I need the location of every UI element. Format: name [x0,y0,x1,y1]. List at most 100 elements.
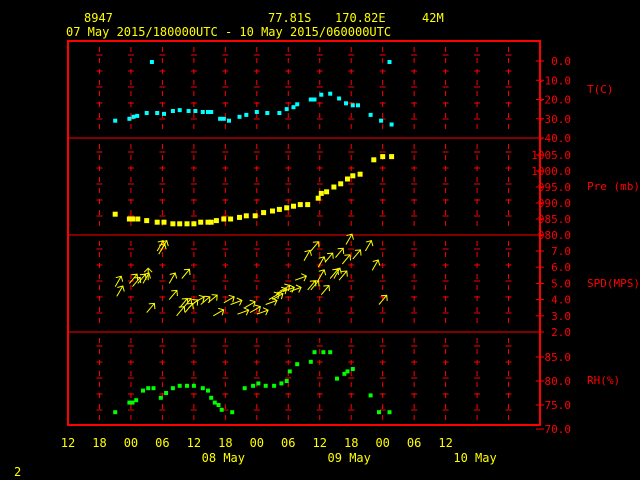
temperature-point [155,111,160,115]
pressure-point [338,181,344,187]
temperature-point [277,111,282,115]
pressure-point [276,206,282,212]
temperature-point [295,102,300,107]
temperature-point [206,110,210,114]
wind-arrow-shaft [378,294,388,305]
temperature-point [221,116,226,121]
wind-arrow-head [301,273,308,282]
wind-arrow-shaft [329,268,339,279]
wind-arrow-head [318,269,327,276]
y-tick-label: 985.0 [538,213,571,226]
temperature-point [368,112,373,117]
temperature-point [254,110,259,114]
wind-arrow-shaft [249,306,261,314]
y-tick-label: -10.0 [538,74,571,87]
wind-arrow-head [295,284,302,293]
humidity-point [170,386,175,391]
humidity-point [263,383,268,388]
pressure-point [371,157,377,163]
wind-arrow [371,259,381,271]
wind-arrow-head [334,267,342,274]
x-tick-label: 12 [438,436,452,450]
humidity-point [130,400,135,405]
data-layer [112,60,395,415]
wind-arrow-head [372,259,381,266]
temperature-point [387,60,392,64]
wind-arrow-head [262,307,269,316]
wind-arrow-head [243,307,250,316]
wind-arrow [275,286,288,296]
wind-arrow-head [148,302,156,310]
wind-arrow [352,249,362,260]
wind-arrow [329,268,339,279]
wind-arrow [335,247,345,258]
y-tick-label: 4.0 [551,294,571,307]
humidity-point [368,393,373,398]
temperature-point [144,111,149,115]
wind-arrow [143,267,153,281]
humidity-point [342,371,347,376]
humidity-point [146,386,151,391]
temperature-point [162,111,166,116]
wind-arrow-shaft [200,296,211,305]
wind-arrow-shaft [132,277,141,287]
humidity-point [256,381,261,386]
y-tick-label: 3.0 [551,310,571,323]
humidity-point [279,381,284,386]
wind-arrow [237,307,250,316]
humidity-point [177,383,182,388]
pressure-point [350,173,356,179]
wind-arrow [310,241,320,252]
wind-arrow-shaft [307,280,316,291]
humidity-point [158,395,163,400]
wind-arrow-shaft [282,286,295,292]
pressure-point [154,219,160,225]
temperature-point [350,103,355,108]
wind-arrow-shaft [265,299,278,305]
wind-arrow-shaft [256,309,269,315]
wind-arrow-shaft [317,256,325,268]
wind-arrow-head [273,291,280,300]
humidity-point [151,386,156,391]
pressure-point [318,190,324,196]
wind-arrow-head [228,294,235,303]
wind-arrow [310,280,320,291]
wind-arrow [324,252,334,263]
x-tick-label: 18 [344,436,358,450]
panel-label: Pre (mb) [587,180,640,193]
temperature-point [328,91,333,96]
date-label: 08 May [202,451,245,465]
wind-arrow [193,294,205,304]
pressure-point [305,202,311,208]
pressure-point [198,219,204,225]
wind-arrow-head [183,268,191,275]
x-tick-label: 12 [313,436,327,450]
wind-arrow-head [218,307,225,316]
wind-arrow-shaft [279,285,291,292]
wind-arrow-shaft [320,285,330,296]
wind-arrow-head [198,294,205,303]
temperature-point [227,118,231,123]
humidity-point [284,379,289,383]
wind-arrow-shaft [272,293,284,301]
wind-arrow-shaft [364,240,372,252]
y-tick-label: 85.0 [545,351,572,364]
pressure-point [135,216,141,222]
wind-arrow-shaft [352,249,361,260]
wind-arrow-shaft [303,250,311,261]
humidity-point [295,362,300,367]
wind-arrow [317,269,327,281]
temperature-point [186,109,191,113]
temperature-point [113,118,118,123]
wind-arrow-shaft [268,293,280,301]
wind-arrow-shaft [213,309,224,317]
y-tick-label: 75.0 [545,399,572,412]
wind-arrow-head [185,297,193,305]
wind-arrow [268,291,280,301]
pressure-point [144,218,150,224]
temperature-point [291,105,296,110]
wind-arrow [345,233,354,245]
wind-arrow [160,239,169,252]
wind-arrow-shaft [371,259,379,271]
